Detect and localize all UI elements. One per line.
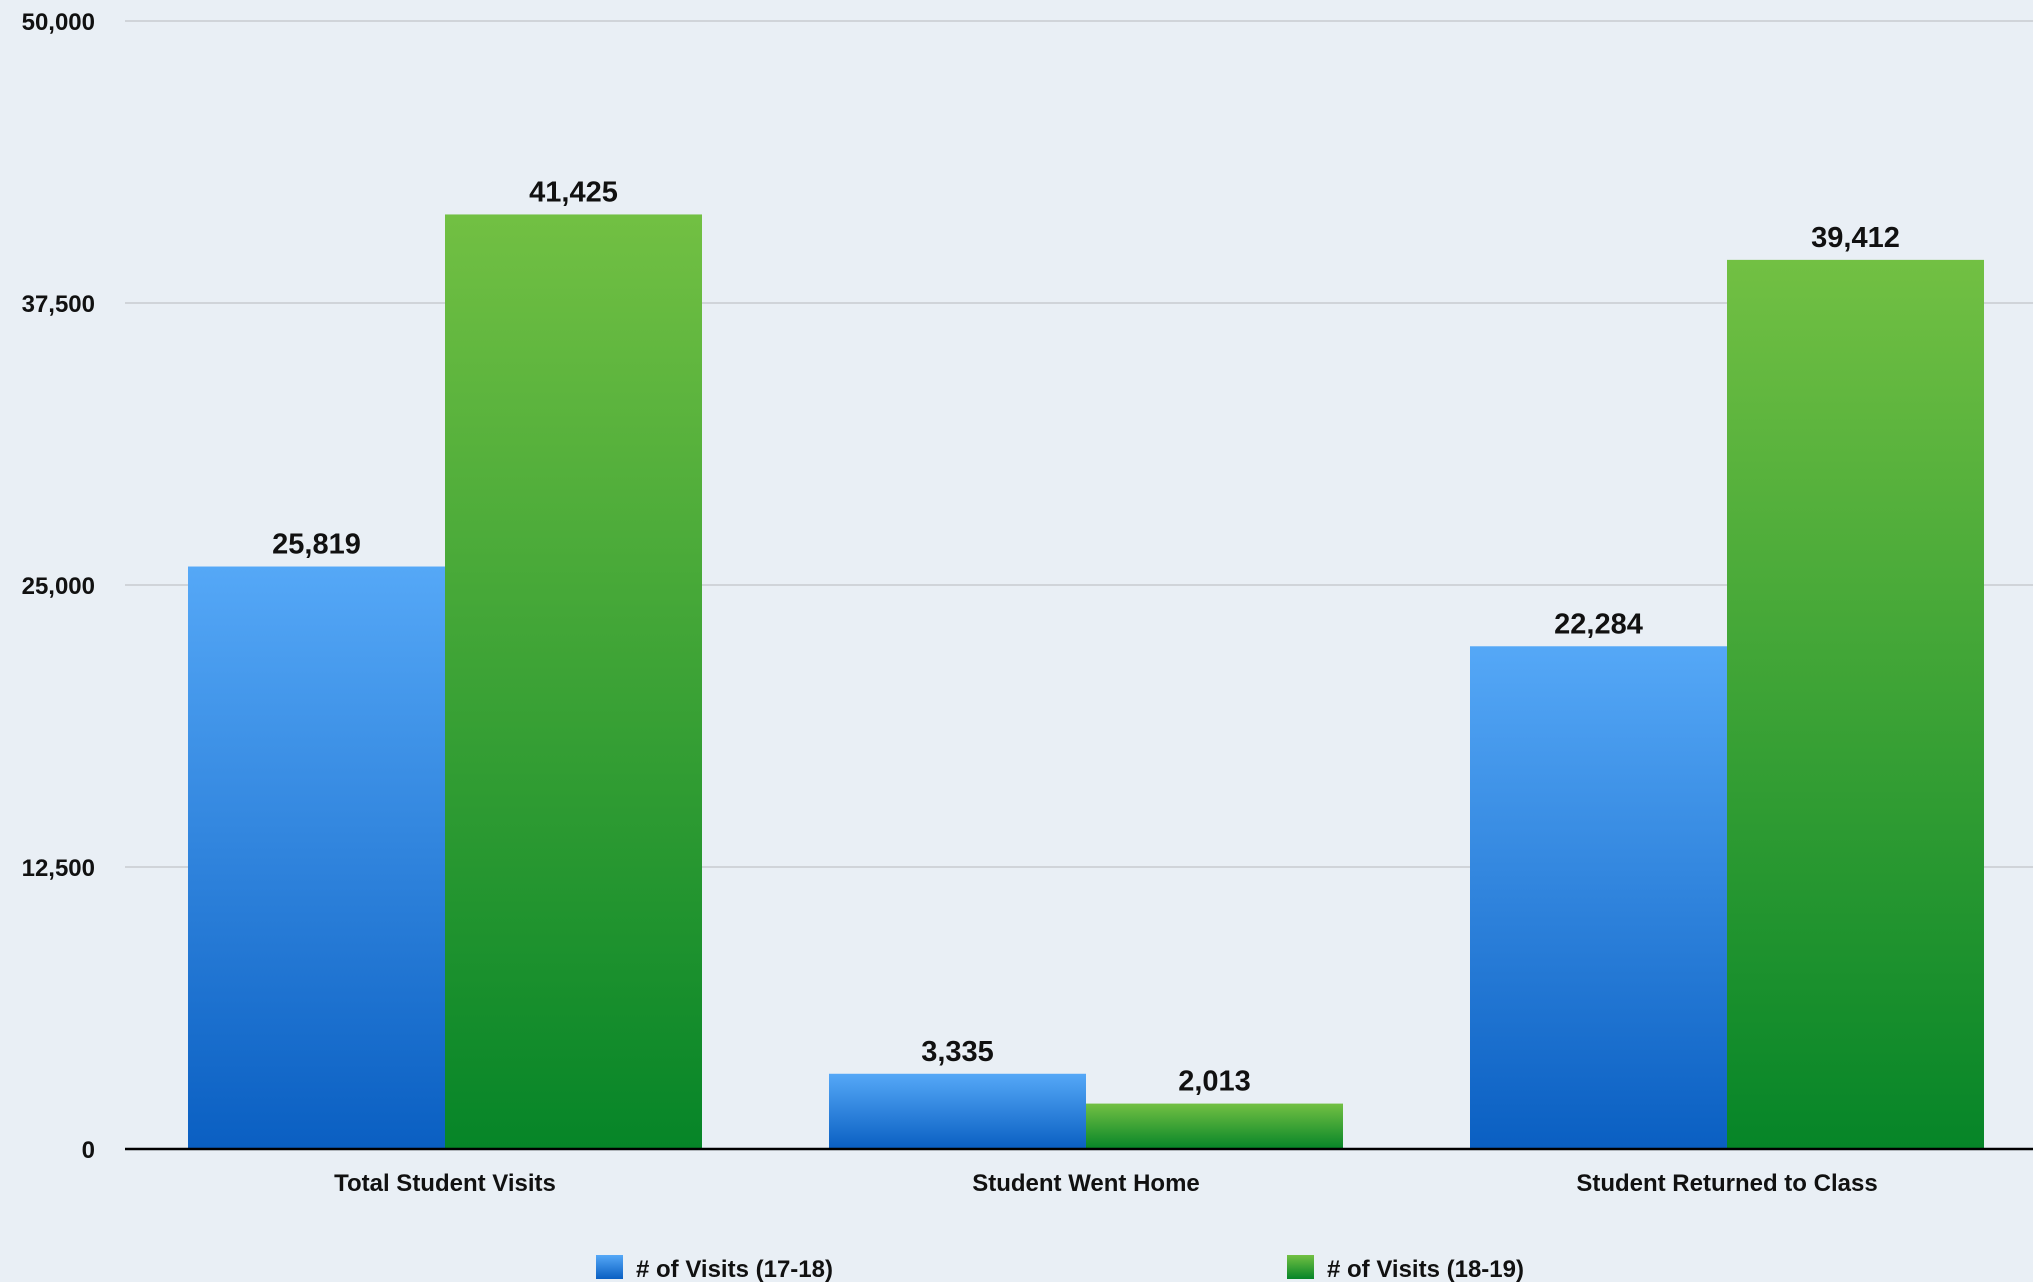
y-tick-label: 50,000 <box>22 9 95 36</box>
x-axis-ticks: Total Student Visits Student Went Home Stu… <box>334 1170 1878 1197</box>
x-tick-label: Student Returned to Class <box>1576 1170 1877 1197</box>
x-tick-label: Student Went Home <box>972 1170 1200 1197</box>
y-tick-label: 37,500 <box>22 291 95 318</box>
legend-swatch <box>1287 1255 1314 1279</box>
bar-18-19-2 <box>1727 259 1984 1150</box>
legend-label: # of Visits (18-19) <box>1327 1256 1524 1282</box>
y-tick-label: 25,000 <box>22 573 95 600</box>
legend-swatch <box>596 1255 623 1279</box>
bar-17-18-0 <box>188 566 445 1149</box>
data-labels: 25,819 3,335 22,284 41,425 2,013 39,412 <box>272 176 1900 1097</box>
data-label: 25,819 <box>272 529 361 561</box>
data-label: 2,013 <box>1178 1066 1251 1098</box>
data-label: 39,412 <box>1811 222 1900 254</box>
legend-label: # of Visits (17-18) <box>636 1256 833 1282</box>
bar-17-18-2 <box>1470 646 1727 1149</box>
bar-18-19-1 <box>1086 1103 1343 1149</box>
data-label: 22,284 <box>1554 608 1643 640</box>
x-tick-label: Total Student Visits <box>334 1170 556 1197</box>
data-label: 3,335 <box>921 1036 994 1068</box>
y-tick-label: 12,500 <box>22 855 95 882</box>
bars <box>188 214 1984 1150</box>
y-tick-label: 0 <box>82 1137 95 1164</box>
bar-18-19-0 <box>445 214 702 1149</box>
y-axis-ticks: 0 12,500 25,000 37,500 50,000 <box>22 9 95 1164</box>
bar-17-18-1 <box>829 1073 1086 1149</box>
legend: # of Visits (17-18) # of Visits (18-19) <box>596 1255 1524 1282</box>
data-label: 41,425 <box>529 176 618 208</box>
